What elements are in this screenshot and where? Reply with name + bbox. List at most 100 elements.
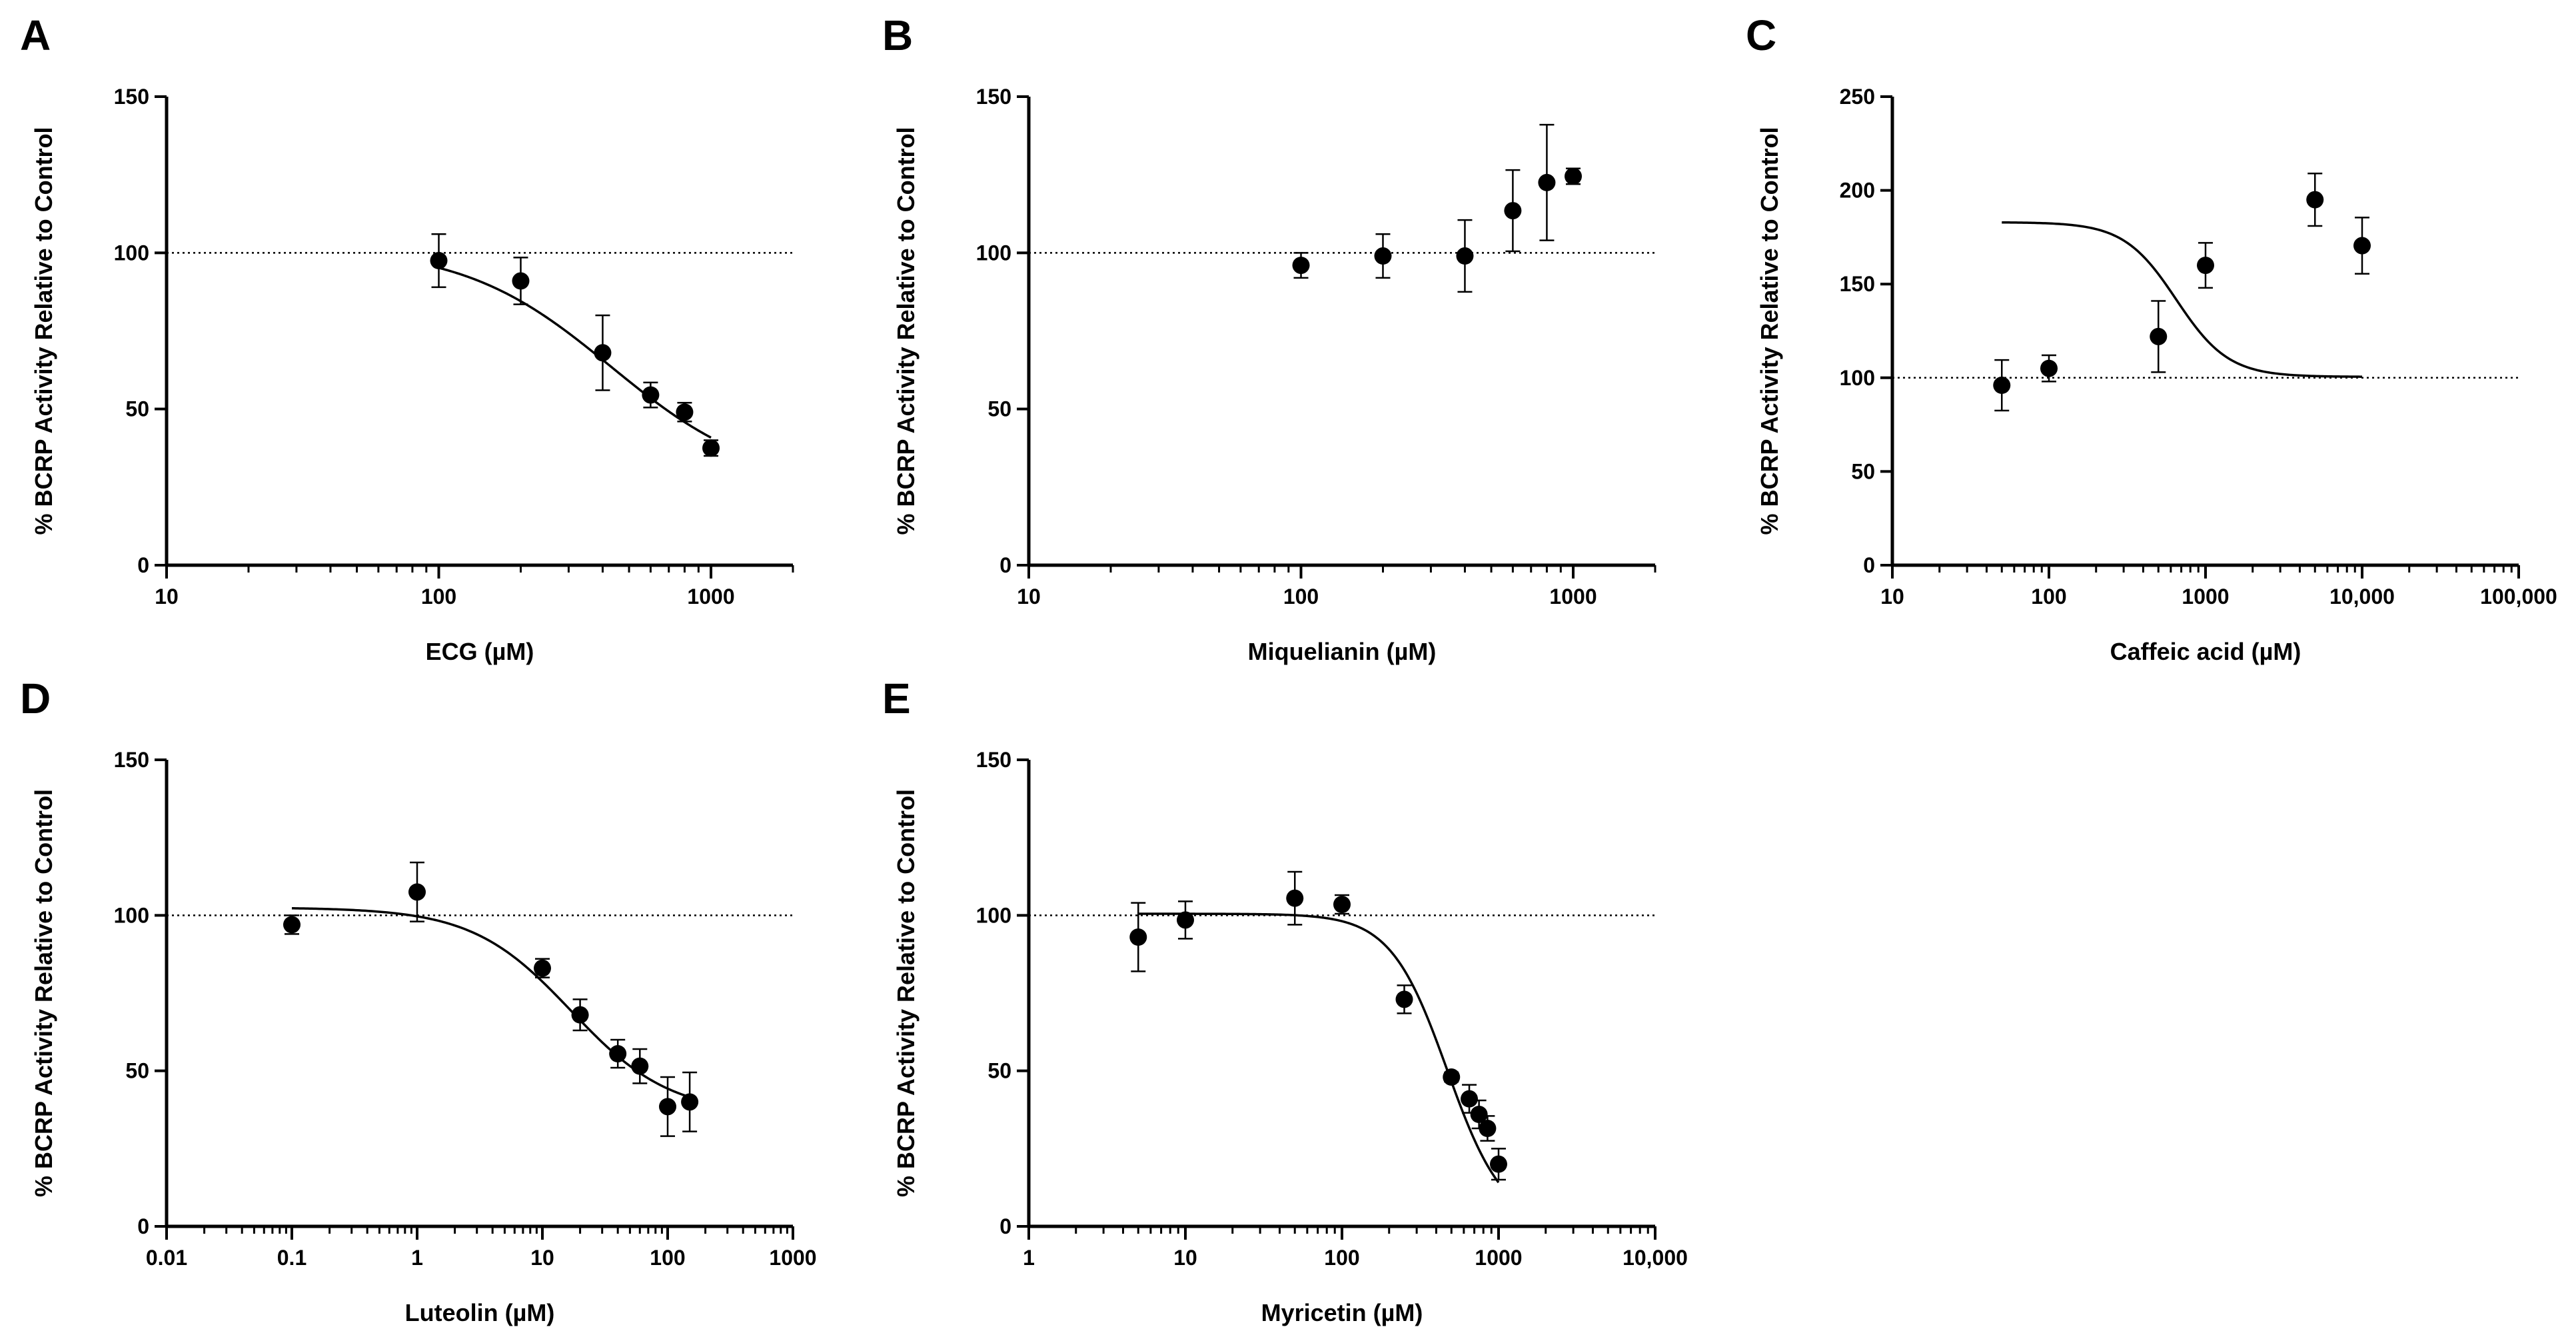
chart-panel-d: D 0 50 100 150 0.01 0.1 1 10 100 1000 Luteolin (µM)… — [20, 674, 817, 1326]
y-tick-label: 200 — [1840, 179, 1875, 203]
x-tick-label: 10 — [1017, 585, 1041, 609]
panel-letter: D — [20, 674, 51, 722]
fit-curve — [438, 267, 712, 439]
x-tick-label: 10 — [530, 1246, 554, 1270]
data-point — [1538, 173, 1556, 191]
data-point — [2040, 359, 2058, 377]
y-tick-label: 50 — [1851, 459, 1875, 483]
y-tick-label: 100 — [114, 241, 149, 265]
data-point — [571, 1006, 589, 1024]
x-tick-label: 100 — [421, 585, 456, 609]
x-tick-label: 10 — [155, 585, 179, 609]
y-tick-label: 100 — [114, 903, 149, 927]
x-tick-label: 100 — [650, 1246, 685, 1270]
x-axis-title: ECG (µM) — [426, 638, 534, 665]
y-tick-label: 0 — [137, 1214, 149, 1238]
data-point — [2306, 191, 2324, 209]
y-tick-label: 150 — [976, 748, 1011, 772]
data-point — [1129, 928, 1147, 946]
x-tick-label: 1 — [1023, 1246, 1035, 1270]
y-tick-label: 150 — [1840, 272, 1875, 296]
chart-panel-a: A 0 50 100 150 10 100 1000 ECG (µM) % BCRP Activi… — [20, 11, 794, 665]
data-point — [430, 252, 448, 270]
y-tick-label: 0 — [137, 553, 149, 577]
y-tick-label: 100 — [976, 241, 1011, 265]
y-tick-label: 50 — [987, 397, 1011, 421]
data-point — [1565, 167, 1583, 185]
chart-panel-b: B 0 50 100 150 10 100 1000 Miquelianin (µM) % BCR… — [882, 11, 1656, 665]
panel-letter: B — [882, 11, 913, 59]
fit-curve — [291, 907, 690, 1098]
chart-panel-c: C 0 50 100 150 200 250 10 100 1000 10,000 100,000 Ca… — [1746, 11, 2557, 665]
data-point — [659, 1098, 676, 1116]
x-tick-label: 10,000 — [1622, 1246, 1688, 1270]
data-point — [681, 1093, 699, 1111]
data-point — [2353, 237, 2371, 255]
data-point — [642, 386, 660, 404]
panel-letter: E — [882, 674, 911, 722]
data-point — [534, 959, 551, 977]
y-tick-label: 100 — [976, 903, 1011, 927]
x-tick-label: 1000 — [2182, 585, 2229, 609]
y-tick-label: 50 — [987, 1059, 1011, 1083]
y-tick-label: 0 — [1863, 553, 1875, 577]
data-point — [676, 403, 694, 421]
panel-letter: A — [20, 11, 51, 59]
y-axis-title: % BCRP Activity Relative to Control — [892, 789, 920, 1197]
x-axis-title: Caffeic acid (µM) — [2110, 638, 2301, 665]
x-tick-label: 0.01 — [146, 1246, 187, 1270]
data-point — [1504, 202, 1522, 220]
data-point — [1490, 1155, 1507, 1173]
y-axis-title: % BCRP Activity Relative to Control — [30, 789, 57, 1197]
fit-curve — [1138, 912, 1500, 1184]
y-axis-title: % BCRP Activity Relative to Control — [30, 127, 57, 535]
x-tick-label: 10 — [1880, 585, 1904, 609]
x-tick-label: 1000 — [1549, 585, 1597, 609]
data-point — [1333, 896, 1351, 913]
data-point — [1374, 247, 1392, 265]
x-tick-label: 100,000 — [2480, 585, 2557, 609]
y-tick-label: 150 — [976, 85, 1011, 109]
data-point — [1443, 1068, 1461, 1086]
y-tick-label: 150 — [114, 748, 149, 772]
fit-curve — [2002, 221, 2363, 378]
data-point — [2150, 327, 2168, 345]
data-point — [702, 439, 720, 457]
x-tick-label: 100 — [2031, 585, 2066, 609]
data-point — [609, 1045, 627, 1062]
chart-panel-e: E 0 50 100 150 1 10 100 1000 10,000 Myricetin (µM)… — [882, 674, 1688, 1326]
y-tick-label: 150 — [114, 85, 149, 109]
y-tick-label: 100 — [1840, 366, 1875, 390]
data-point — [2197, 257, 2214, 275]
data-point — [1479, 1120, 1497, 1137]
data-point — [1993, 377, 2011, 395]
x-tick-label: 1000 — [769, 1246, 816, 1270]
x-tick-label: 1000 — [687, 585, 734, 609]
data-point — [1470, 1106, 1488, 1123]
data-point — [1461, 1090, 1479, 1108]
x-tick-label: 10 — [1173, 1246, 1197, 1270]
x-tick-label: 100 — [1324, 1246, 1359, 1270]
y-axis-title: % BCRP Activity Relative to Control — [1756, 127, 1783, 535]
y-tick-label: 250 — [1840, 85, 1875, 109]
data-point — [283, 916, 301, 934]
y-tick-label: 0 — [999, 553, 1011, 577]
data-point — [1456, 247, 1474, 265]
x-tick-label: 100 — [1283, 585, 1319, 609]
x-axis-title: Miquelianin (µM) — [1248, 638, 1437, 665]
y-axis-title: % BCRP Activity Relative to Control — [892, 127, 920, 535]
x-axis-title: Myricetin (µM) — [1261, 1299, 1423, 1326]
x-tick-label: 0.1 — [277, 1246, 307, 1270]
data-point — [631, 1057, 649, 1075]
y-tick-label: 50 — [125, 397, 149, 421]
data-point — [1395, 990, 1413, 1008]
data-point — [594, 344, 612, 362]
data-point — [1177, 911, 1194, 929]
data-point — [1292, 257, 1310, 275]
x-axis-title: Luteolin (µM) — [405, 1299, 555, 1326]
panel-letter: C — [1746, 11, 1776, 59]
x-tick-label: 1000 — [1475, 1246, 1522, 1270]
data-point — [1286, 889, 1304, 907]
y-tick-label: 50 — [125, 1059, 149, 1083]
